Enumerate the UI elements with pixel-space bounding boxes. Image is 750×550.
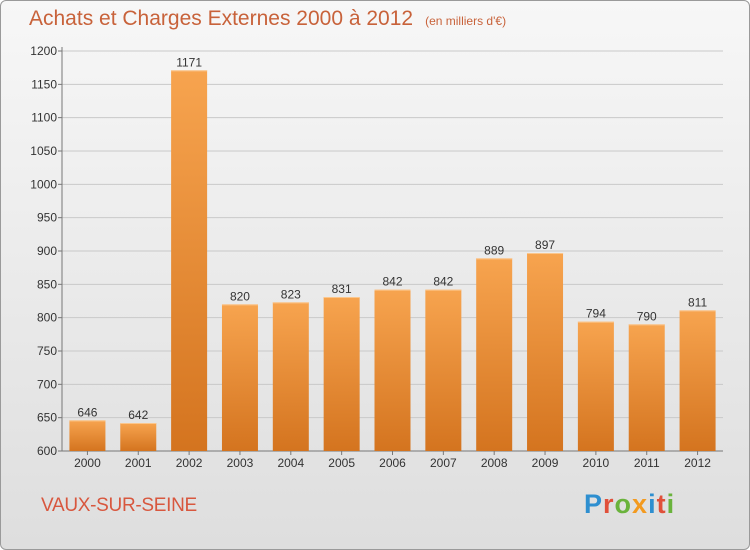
logo-letter: r <box>603 489 615 519</box>
y-tick-label: 1100 <box>31 111 57 125</box>
y-tick-label: 900 <box>37 244 57 258</box>
data-label: 820 <box>230 289 250 303</box>
bars <box>69 70 716 451</box>
bar <box>374 289 411 451</box>
bar <box>628 324 665 451</box>
logo-letter: o <box>614 489 633 519</box>
y-tick-label: 950 <box>37 211 57 225</box>
proxiti-logo: Proxiti <box>584 489 675 520</box>
y-tick-label: 1150 <box>31 77 57 91</box>
logo-letter: t <box>656 489 667 519</box>
logo-letter: i <box>666 489 676 519</box>
chart-unit: (en milliers d'€) <box>425 14 507 28</box>
bar <box>221 304 258 451</box>
x-tick-label: 2007 <box>430 456 457 470</box>
y-tick-label: 700 <box>37 377 57 391</box>
y-tick-label: 600 <box>37 444 57 458</box>
data-label: 811 <box>688 295 707 309</box>
logo-letter: x <box>632 489 649 519</box>
bar <box>272 302 309 451</box>
data-label: 646 <box>77 405 97 419</box>
x-tick-label: 2002 <box>176 456 203 470</box>
logo-letter: P <box>584 489 604 519</box>
y-tick-label: 750 <box>37 344 57 358</box>
data-label: 842 <box>433 275 453 289</box>
y-tick-label: 1000 <box>30 177 57 191</box>
data-label: 842 <box>382 275 402 289</box>
y-tick-label: 650 <box>37 411 57 425</box>
labels: 600 650 700 750 800 850 900 950 1000 1050 1100 1150… <box>30 44 711 470</box>
y-tick-label: 800 <box>37 311 57 325</box>
data-label: 794 <box>586 307 606 321</box>
x-tick-label: 2009 <box>532 456 559 470</box>
commune-name: VAUX-SUR-SEINE <box>41 495 197 516</box>
x-tick-label: 2001 <box>125 456 152 470</box>
y-tick-label: 1050 <box>30 144 57 158</box>
bar <box>171 70 208 451</box>
x-tick-label: 2006 <box>379 456 406 470</box>
x-tick-label: 2010 <box>583 456 610 470</box>
data-label: 642 <box>128 408 148 422</box>
chart-title: Achats et Charges Externes 2000 à 2012 <box>29 7 414 30</box>
data-label: 889 <box>484 243 504 257</box>
bar <box>69 420 106 451</box>
data-label: 1171 <box>176 55 202 69</box>
chart-title-group: Achats et Charges Externes 2000 à 2012 (e… <box>29 7 506 31</box>
logo-letter: i <box>648 489 657 519</box>
x-tick-label: 2005 <box>328 456 355 470</box>
data-label: 790 <box>637 309 657 323</box>
bar <box>323 297 360 451</box>
y-tick-label: 850 <box>37 277 57 291</box>
data-label: 831 <box>332 282 352 296</box>
data-label: 823 <box>281 287 301 301</box>
bar <box>577 321 614 451</box>
bar <box>679 310 716 451</box>
x-tick-label: 2012 <box>684 456 711 470</box>
x-tick-label: 2000 <box>74 456 101 470</box>
y-tick-label: 1200 <box>30 44 57 58</box>
x-tick-label: 2004 <box>277 456 304 470</box>
x-tick-label: 2003 <box>227 456 254 470</box>
bar <box>120 423 157 451</box>
bar <box>527 253 564 451</box>
x-tick-label: 2011 <box>634 456 660 470</box>
data-label: 897 <box>535 238 555 252</box>
x-tick-label: 2008 <box>481 456 508 470</box>
bar <box>476 258 513 451</box>
bar <box>425 289 462 451</box>
